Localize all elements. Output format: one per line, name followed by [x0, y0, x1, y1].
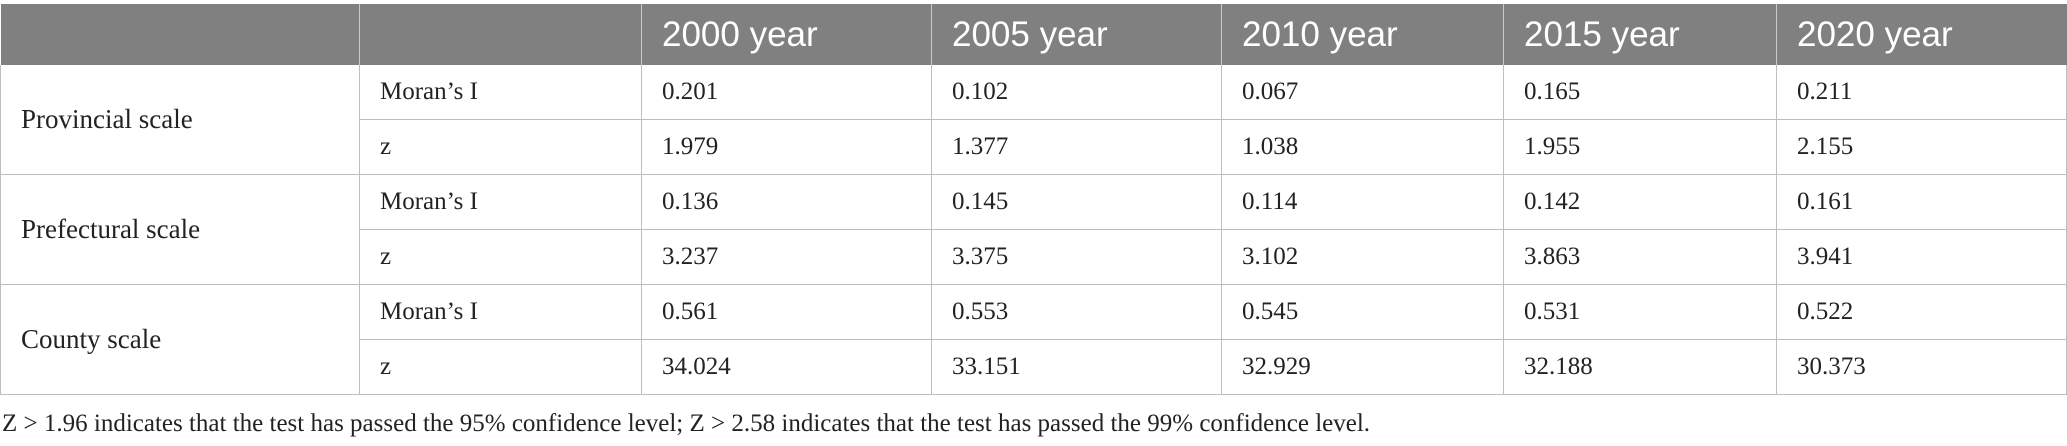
value-cell: 0.211 [1776, 65, 2067, 120]
metric-label: z [359, 229, 642, 285]
value-cell: 0.522 [1776, 284, 2067, 340]
header-cell-scale [0, 4, 360, 65]
table-row: Provincial scale Moran’s I 0.201 0.102 0… [0, 65, 2067, 175]
value-cell: 3.237 [641, 229, 932, 285]
value-cell: 3.375 [931, 229, 1222, 285]
table-row: z 3.237 3.375 3.102 3.863 3.941 [1, 229, 2067, 285]
header-cell-2005: 2005 year [931, 4, 1222, 65]
value-cell: 34.024 [641, 339, 932, 395]
header-cell-2015: 2015 year [1503, 4, 1777, 65]
value-cell: 0.553 [931, 284, 1222, 340]
value-cell: 1.377 [931, 119, 1222, 175]
value-cell: 3.863 [1503, 229, 1777, 285]
scale-label-prefectural: Prefectural scale [0, 174, 360, 285]
value-cell: 1.955 [1503, 119, 1777, 175]
header-cell-2000: 2000 year [641, 4, 932, 65]
scale-label-county: County scale [0, 284, 360, 395]
morans-i-table: 2000 year 2005 year 2010 year 2015 year … [0, 4, 2067, 395]
value-cell: 0.136 [641, 174, 932, 230]
value-cell: 32.929 [1221, 339, 1504, 395]
value-cell: 30.373 [1776, 339, 2067, 395]
value-cell: 0.102 [931, 65, 1222, 120]
metric-label: z [359, 339, 642, 395]
value-cell: 1.038 [1221, 119, 1504, 175]
value-cell: 0.561 [641, 284, 932, 340]
value-cell: 0.201 [641, 65, 932, 120]
metric-label: z [359, 119, 642, 175]
value-cell: 0.161 [1776, 174, 2067, 230]
value-cell: 3.102 [1221, 229, 1504, 285]
value-cell: 0.067 [1221, 65, 1504, 120]
value-cell: 2.155 [1776, 119, 2067, 175]
table-row: z 34.024 33.151 32.929 32.188 30.373 [1, 339, 2067, 395]
header-cell-2020: 2020 year [1776, 4, 2067, 65]
value-cell: 0.114 [1221, 174, 1504, 230]
value-cell: 0.531 [1503, 284, 1777, 340]
value-cell: 1.979 [641, 119, 932, 175]
metric-label: Moran’s I [359, 174, 642, 230]
header-cell-2010: 2010 year [1221, 4, 1504, 65]
value-cell: 0.545 [1221, 284, 1504, 340]
metric-label: Moran’s I [359, 65, 642, 120]
value-cell: 32.188 [1503, 339, 1777, 395]
value-cell: 33.151 [931, 339, 1222, 395]
value-cell: 0.142 [1503, 174, 1777, 230]
table-footnote: Z > 1.96 indicates that the test has pas… [2, 410, 1371, 437]
table-row: County scale Moran’s I 0.561 0.553 0.545… [0, 284, 2067, 395]
value-cell: 0.165 [1503, 65, 1777, 120]
header-row: 2000 year 2005 year 2010 year 2015 year … [0, 4, 2067, 65]
header-cell-metric [359, 4, 642, 65]
value-cell: 0.145 [931, 174, 1222, 230]
value-cell: 3.941 [1776, 229, 2067, 285]
metric-label: Moran’s I [359, 284, 642, 340]
scale-label-provincial: Provincial scale [0, 65, 360, 175]
table-row: Prefectural scale Moran’s I 0.136 0.145 … [0, 174, 2067, 285]
table-row: z 1.979 1.377 1.038 1.955 2.155 [1, 119, 2067, 175]
